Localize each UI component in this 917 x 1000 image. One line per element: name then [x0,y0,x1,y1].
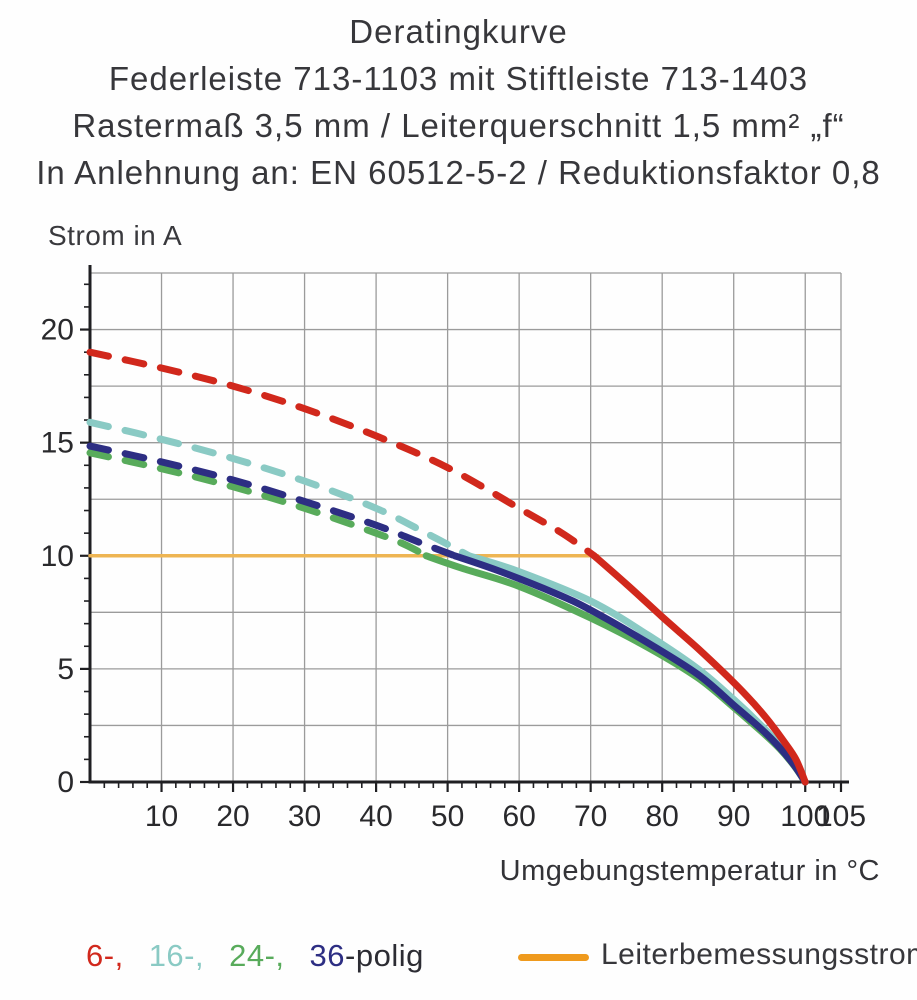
svg-text:100: 100 [780,800,830,833]
svg-text:40: 40 [359,800,392,833]
chart-title: Deratingkurve [349,13,568,50]
curve-16-polig-dashed [86,418,473,560]
legend-6-polig: 6-, [86,938,124,973]
svg-text:50: 50 [431,800,464,833]
svg-text:10: 10 [145,800,178,833]
legend-24-polig: 24-, [229,938,285,973]
rated-current-label: Leiterbemessungsstrom [601,938,917,971]
curve-36-polig-dashed [86,442,459,560]
svg-text:20: 20 [216,800,249,833]
svg-text:60: 60 [502,800,535,833]
curve-6-polig-dashed [86,348,598,560]
curve-36-polig-solid [451,552,809,786]
chart-subtitle-product: Federleiste 713-1103 mit Stiftleiste 713… [108,60,809,97]
rated-current-legend: Leiterbemessungsstrom [518,938,917,972]
chart-subtitle-standard: In Anlehnung an: EN 60512-5-2 / Reduktio… [36,154,881,191]
svg-text:20: 20 [41,314,74,347]
svg-text:105: 105 [816,800,866,833]
legend-16-polig: 16-, [148,938,205,973]
y-axis-label: Strom in A [48,220,183,251]
svg-text:0: 0 [57,766,74,799]
x-axis-label: Umgebungstemperatur in °C [499,855,880,887]
svg-text:30: 30 [288,800,321,833]
svg-text:70: 70 [574,800,607,833]
series-legend: 6-, 16-, 24-, 36 -polig [86,938,424,974]
svg-text:15: 15 [41,427,74,460]
legend-polig-suffix: -polig [345,938,424,973]
rated-current-swatch-icon [518,953,589,961]
chart-subtitle-spec: Rastermaß 3,5 mm / Leiterquerschnitt 1,5… [72,107,845,144]
svg-text:10: 10 [41,540,74,573]
legend-36-polig: 36 [309,938,346,973]
svg-text:5: 5 [57,653,74,686]
svg-text:90: 90 [717,800,750,833]
chart-header: Deratingkurve Federleiste 713-1103 mit S… [0,8,917,196]
curve-6-polig-solid [590,552,809,786]
curve-24-polig-dashed [86,449,430,560]
svg-text:80: 80 [646,800,679,833]
